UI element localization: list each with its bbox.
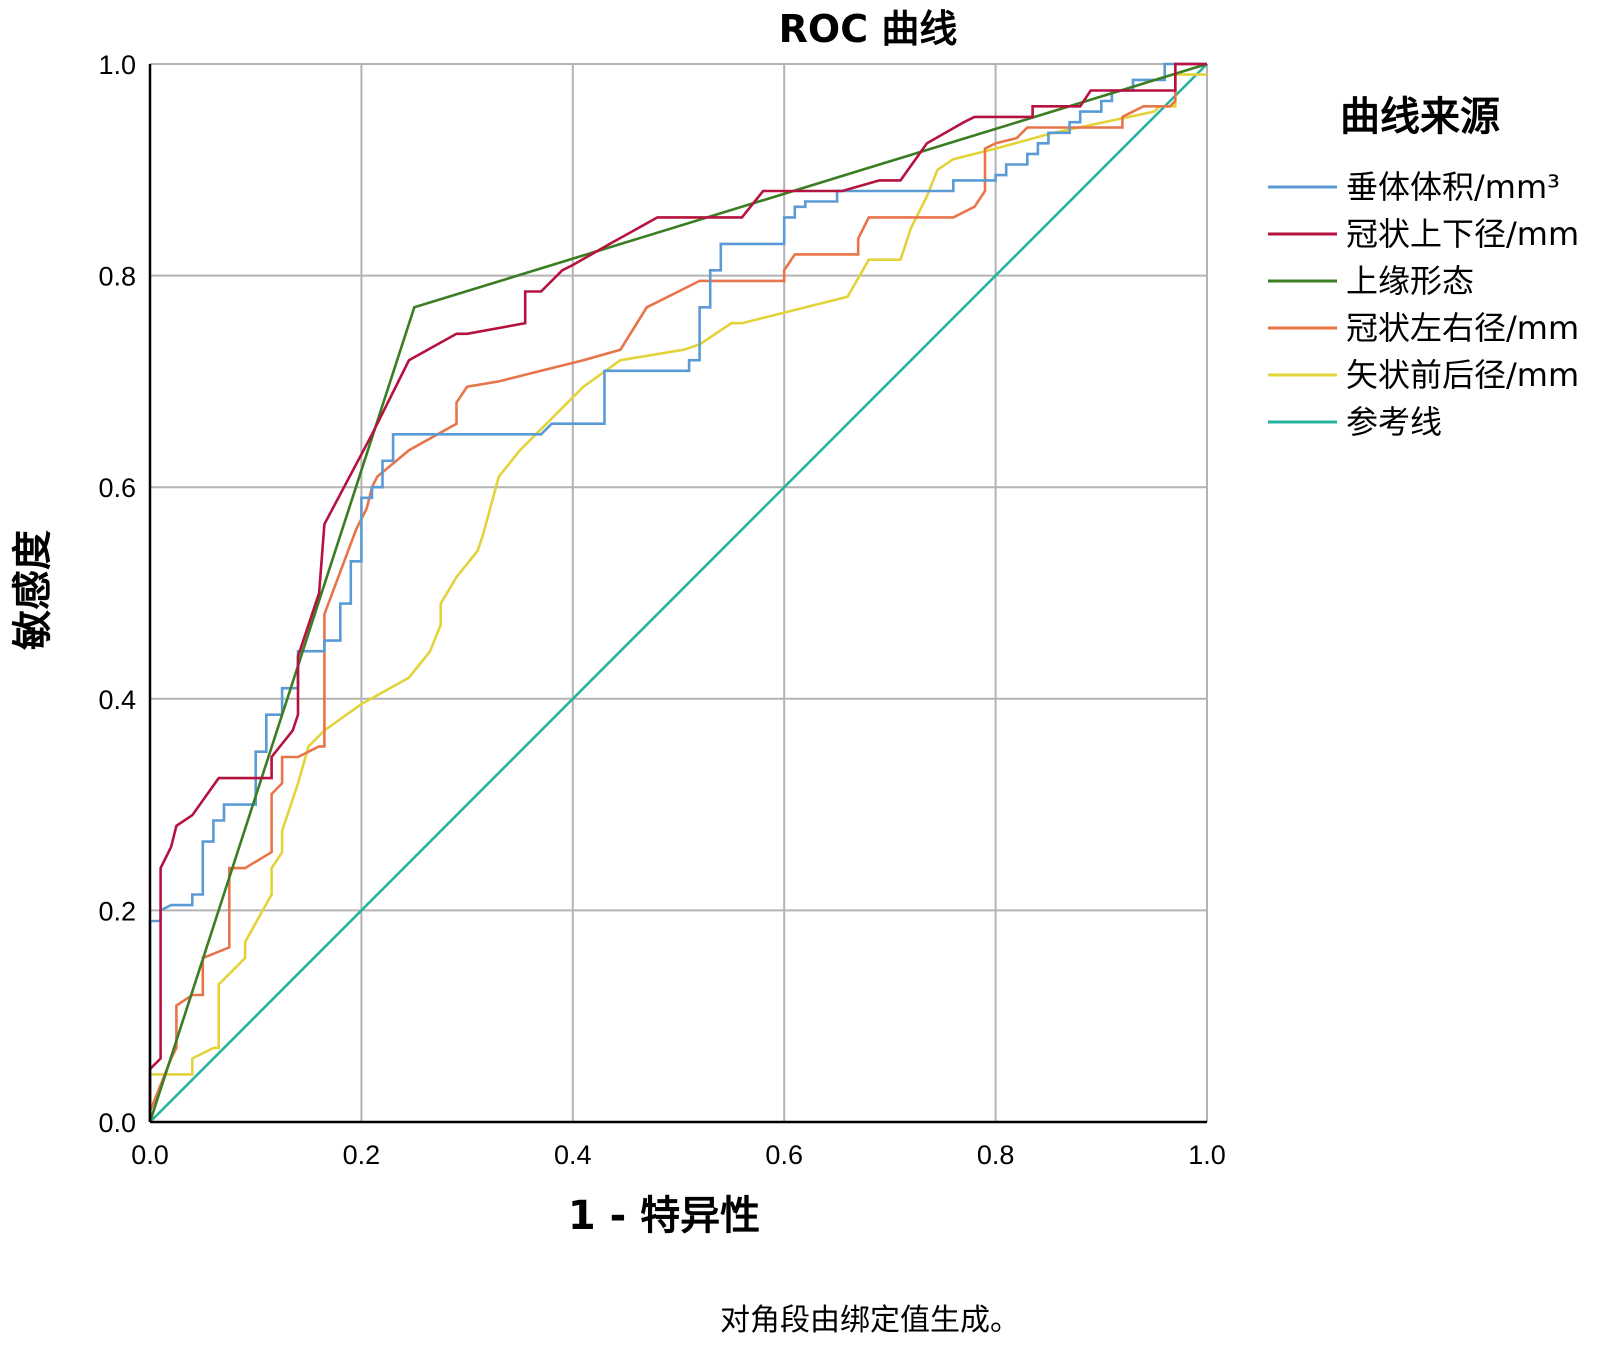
y-tick-label: 1.0 — [98, 50, 136, 80]
x-tick-label: 1.0 — [1188, 1140, 1226, 1170]
legend-label: 冠状上下径/mm — [1346, 215, 1579, 253]
x-tick-label: 0.2 — [343, 1140, 381, 1170]
legend-label: 上缘形态 — [1346, 262, 1474, 300]
y-tick-label: 0.0 — [98, 1108, 136, 1138]
y-tick-label: 0.4 — [98, 685, 136, 715]
x-tick-labels: 0.0 0.2 0.4 0.6 0.8 1.0 — [131, 1140, 1226, 1170]
x-axis-title: 1 - 特异性 — [568, 1193, 760, 1239]
legend-label: 垂体体积/mm³ — [1346, 168, 1560, 206]
y-tick-label: 0.8 — [98, 262, 136, 292]
series-5-line — [149, 63, 1208, 1123]
legend-title: 曲线来源 — [1340, 94, 1500, 140]
legend-label: 冠状左右径/mm — [1346, 309, 1579, 347]
series-4-line — [148, 73, 1207, 1122]
series-3-line — [148, 62, 1207, 1122]
series-2-line — [148, 62, 1208, 1123]
x-tick-label: 0.8 — [977, 1140, 1015, 1170]
series-1-line — [148, 62, 1207, 1122]
legend-label: 参考线 — [1346, 403, 1442, 441]
y-axis-title: 敏感度 — [10, 530, 56, 650]
axes — [148, 64, 1207, 1124]
series-lines — [148, 62, 1208, 1123]
y-tick-label: 0.2 — [98, 896, 136, 926]
x-tick-label: 0.6 — [765, 1140, 803, 1170]
x-tick-label: 0.0 — [131, 1140, 169, 1170]
legend-label: 矢状前后径/mm — [1346, 356, 1579, 394]
footnote: 对角段由绑定值生成。 — [720, 1303, 1020, 1338]
x-tick-label: 0.4 — [554, 1140, 592, 1170]
y-tick-label: 0.6 — [98, 473, 136, 503]
chart-title: ROC 曲线 — [779, 7, 958, 51]
y-tick-labels: 0.0 0.2 0.4 0.6 0.8 1.0 — [98, 50, 136, 1138]
